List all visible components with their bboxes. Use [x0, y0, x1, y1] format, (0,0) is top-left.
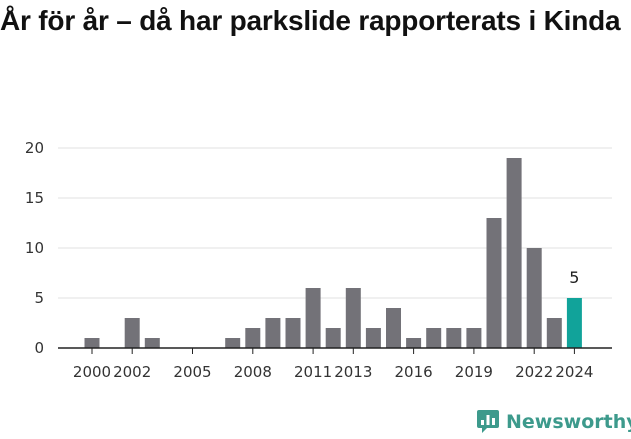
- bar-2015: [386, 308, 401, 348]
- x-axis-tick-labels: 2000 2002 2005 2008 2011 2013 2016 2019 2022 2024: [73, 363, 594, 381]
- x-tick-label: 2011: [294, 363, 332, 381]
- x-tick-label: 2024: [555, 363, 593, 381]
- newsworthy-logo: Newsworthy: [476, 407, 631, 437]
- bar-2019: [466, 328, 482, 348]
- y-tick-label: 20: [25, 139, 44, 157]
- bar-2021: [506, 158, 522, 348]
- bar-2011: [305, 288, 321, 348]
- bar-2014: [365, 328, 381, 348]
- bar-2012: [325, 328, 341, 348]
- x-axis-ticks: [91, 348, 575, 354]
- chart-title: År för år – då har parkslide rapporterat…: [0, 5, 621, 36]
- bar-2017: [426, 328, 442, 348]
- bars: [84, 158, 582, 348]
- y-tick-label: 0: [34, 339, 44, 357]
- bar-2020: [486, 218, 502, 348]
- chart-bubble-icon: [477, 410, 499, 433]
- bar-2002: [124, 318, 140, 348]
- y-tick-label: 10: [25, 239, 44, 257]
- bar-2010: [285, 318, 301, 348]
- x-tick-label: 2000: [73, 363, 111, 381]
- bar-2022: [526, 248, 542, 348]
- bar-2018: [446, 328, 462, 348]
- x-tick-label: 2022: [515, 363, 553, 381]
- bar-2009: [265, 318, 281, 348]
- bar-2023: [546, 318, 562, 348]
- bar-2007: [225, 338, 241, 348]
- bar-2013: [345, 288, 361, 348]
- bar-2008: [245, 328, 261, 348]
- x-tick-label: 2008: [234, 363, 272, 381]
- x-tick-label: 2013: [334, 363, 372, 381]
- bar-2024: [566, 298, 582, 348]
- x-tick-label: 2016: [395, 363, 433, 381]
- y-tick-label: 15: [25, 189, 44, 207]
- brand-name: Newsworthy: [506, 411, 631, 433]
- y-axis-tick-labels: 0 5 10 15 20: [25, 139, 44, 357]
- x-tick-label: 2002: [113, 363, 151, 381]
- x-tick-label: 2019: [455, 363, 493, 381]
- x-tick-label: 2005: [173, 363, 211, 381]
- bar-2000: [84, 338, 100, 348]
- data-labels: 5: [569, 268, 579, 287]
- bar-2016: [406, 338, 422, 348]
- bar-2003: [144, 338, 160, 348]
- data-label-2024: 5: [569, 268, 579, 287]
- y-tick-label: 5: [34, 289, 44, 307]
